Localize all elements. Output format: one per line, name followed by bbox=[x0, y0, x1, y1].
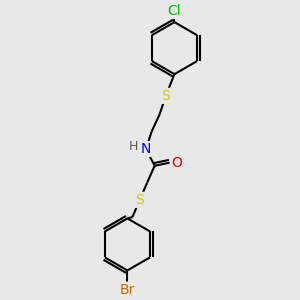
Text: O: O bbox=[172, 156, 182, 170]
Text: H: H bbox=[129, 140, 138, 153]
Text: N: N bbox=[141, 142, 151, 156]
Text: Br: Br bbox=[120, 283, 135, 297]
Text: S: S bbox=[135, 193, 144, 207]
Text: S: S bbox=[161, 89, 170, 103]
Text: Cl: Cl bbox=[168, 4, 181, 18]
